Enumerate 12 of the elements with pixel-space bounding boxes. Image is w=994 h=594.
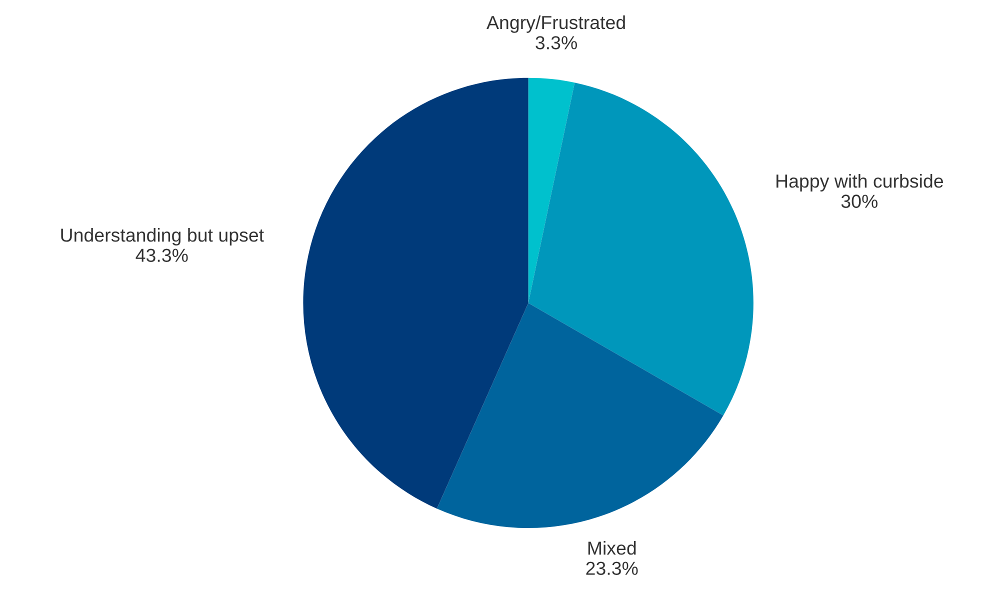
slice-label: Happy with curbside <box>776 174 943 192</box>
pie-slice <box>528 82 754 416</box>
data-label: 43.3% <box>136 248 188 262</box>
pie-slice <box>528 78 575 303</box>
slice-label: Mixed <box>588 541 636 555</box>
pie-slice <box>436 302 724 528</box>
slice-label: Angry/Frustrated <box>486 15 625 33</box>
pie-slice <box>303 78 528 509</box>
data-label: 23.3% <box>586 562 638 575</box>
data-label: 3.3% <box>536 36 577 50</box>
data-label: 30% <box>841 194 878 208</box>
slice-label: Understanding but upset <box>61 228 264 246</box>
